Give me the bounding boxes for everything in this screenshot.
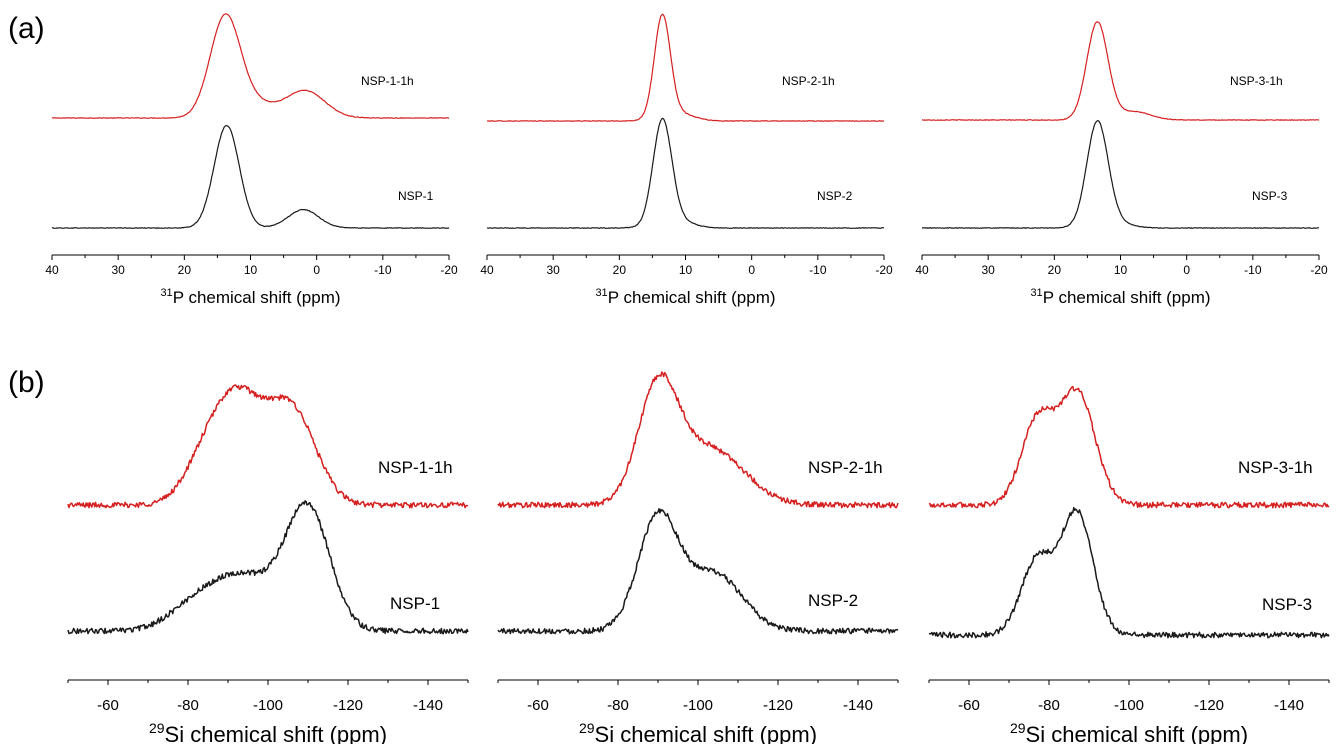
series-line-nsp-2: [486, 117, 885, 229]
series-label: NSP-1-1h: [378, 458, 453, 477]
x-axis-label: 31P chemical shift (ppm): [1030, 287, 1210, 307]
chart-b3: -60 -80 -100 -120 -140 29Si chemical shift (p…: [928, 385, 1330, 744]
series-label: NSP-2-1h: [782, 74, 835, 88]
chart-a2: 40 30 20 10 0 -10 -20 31P chemical shift (ppm) N…: [480, 13, 893, 307]
x-tick-label: -100: [253, 697, 283, 714]
x-axis-label-superscript: 29: [1010, 720, 1026, 736]
series-line-nsp-2-1h: [486, 13, 884, 122]
series-label: NSP-1: [390, 594, 440, 613]
series-line-nsp-1-1h: [51, 13, 450, 119]
x-tick-label: 0: [1183, 263, 1190, 277]
x-tick-label: -20: [875, 263, 893, 277]
x-tick-label: -20: [1310, 263, 1328, 277]
series-label: NSP-2: [808, 591, 858, 610]
x-axis-label-text: Si chemical shift (ppm): [595, 722, 818, 744]
series-label: NSP-1-1h: [361, 74, 414, 88]
x-axis-label: 31P chemical shift (ppm): [595, 287, 775, 307]
x-tick-label: -10: [809, 263, 827, 277]
x-tick-label: -120: [333, 697, 363, 714]
x-axis-label-text: P chemical shift (ppm): [173, 288, 341, 307]
series-label: NSP-2: [817, 189, 853, 203]
x-tick-label: 20: [178, 263, 192, 277]
x-axis-label-superscript: 31: [595, 287, 607, 299]
x-tick-label: -100: [683, 697, 713, 714]
x-tick-label: -120: [1194, 697, 1224, 714]
series-label: NSP-3-1h: [1238, 458, 1313, 477]
x-tick-label: -100: [1114, 697, 1144, 714]
series-line-nsp-1-1h: [67, 384, 469, 509]
series-line-nsp-3-1h: [922, 21, 1320, 121]
x-axis-label-superscript: 31: [1030, 287, 1042, 299]
x-tick-label: -80: [1038, 697, 1060, 714]
x-tick-label: 40: [915, 263, 929, 277]
series-line-nsp-3: [922, 120, 1319, 229]
x-tick-label: 10: [244, 263, 258, 277]
x-tick-label: 0: [748, 263, 755, 277]
x-axis-label-text: P chemical shift (ppm): [1043, 288, 1211, 307]
series-label: NSP-3-1h: [1230, 74, 1283, 88]
x-axis-label: 29Si chemical shift (ppm): [579, 720, 817, 744]
x-axis-label-superscript: 29: [579, 720, 595, 736]
x-axis-label: 29Si chemical shift (ppm): [1010, 720, 1248, 744]
x-axis-label-text: P chemical shift (ppm): [608, 288, 776, 307]
series-label: NSP-2-1h: [808, 458, 883, 477]
x-tick-label: -60: [527, 697, 549, 714]
x-tick-label: -20: [440, 263, 458, 277]
x-axis-label: 31P chemical shift (ppm): [160, 287, 340, 307]
chart-b1: -60 -80 -100 -120 -140 29Si chemical shift (p…: [67, 384, 469, 744]
x-tick-label: -80: [607, 697, 629, 714]
x-tick-label: -140: [843, 697, 873, 714]
x-tick-label: 10: [1114, 263, 1128, 277]
x-tick-label: -80: [177, 697, 199, 714]
x-axis-label-text: Si chemical shift (ppm): [165, 722, 388, 744]
panel-label-b: (b): [8, 366, 45, 399]
x-tick-label: 20: [613, 263, 627, 277]
x-tick-label: -60: [958, 697, 980, 714]
series-line-nsp-1: [67, 500, 469, 635]
x-tick-label: -140: [1274, 697, 1304, 714]
x-tick-label: 30: [546, 263, 560, 277]
chart-a3: 40 30 20 10 0 -10 -20 31P chemical shift (ppm) N…: [915, 21, 1328, 307]
x-tick-label: 30: [111, 263, 125, 277]
x-tick-label: -60: [97, 697, 119, 714]
x-axis-label-superscript: 29: [149, 720, 165, 736]
x-tick-label: -140: [413, 697, 443, 714]
series-line-nsp-1: [51, 125, 450, 229]
series-label: NSP-1: [398, 189, 434, 203]
x-tick-label: 20: [1048, 263, 1062, 277]
x-axis-label-text: Si chemical shift (ppm): [1026, 722, 1249, 744]
series-label: NSP-3: [1252, 189, 1288, 203]
series-line-nsp-3: [928, 506, 1330, 639]
x-tick-label: 0: [313, 263, 320, 277]
series-line-nsp-2: [497, 508, 899, 635]
x-axis-label-superscript: 31: [160, 287, 172, 299]
x-tick-label: -10: [1244, 263, 1262, 277]
series-label: NSP-3: [1262, 595, 1312, 614]
x-tick-label: 10: [679, 263, 693, 277]
panel-label-a: (a): [8, 12, 45, 45]
x-tick-label: -120: [763, 697, 793, 714]
x-axis-label: 29Si chemical shift (ppm): [149, 720, 387, 744]
x-tick-label: 30: [981, 263, 995, 277]
x-tick-label: 40: [45, 263, 59, 277]
chart-b2: -60 -80 -100 -120 -140 29Si chemical shift (p…: [497, 371, 899, 744]
x-tick-label: 40: [480, 263, 494, 277]
series-line-nsp-3-1h: [928, 385, 1330, 509]
series-line-nsp-2-1h: [497, 371, 899, 509]
x-tick-label: -10: [374, 263, 392, 277]
chart-a1: 40 30 20 10 0 -10 -20 31P chemical shift (ppm) N…: [45, 13, 458, 307]
